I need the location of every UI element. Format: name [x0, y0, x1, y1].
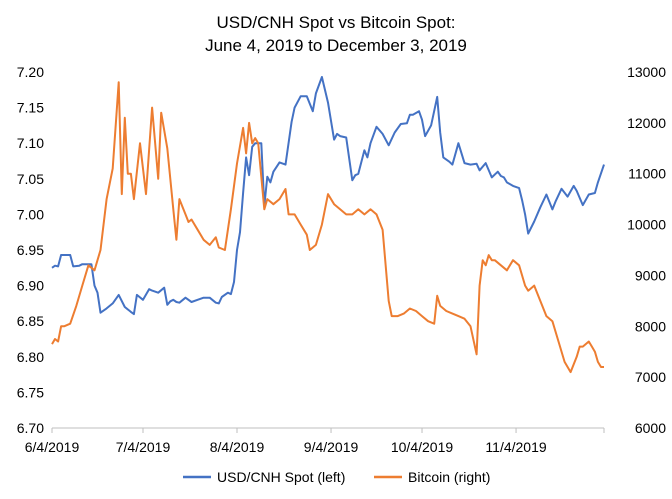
left-tick-label: 7.00 [17, 206, 44, 222]
series-lines [51, 76, 605, 374]
left-tick-label: 6.85 [17, 313, 44, 329]
x-tick-label: 8/4/2019 [210, 439, 265, 455]
series-line-usdcnh [51, 76, 605, 316]
left-tick-label: 7.20 [17, 64, 44, 80]
legend-label-bitcoin: Bitcoin (right) [408, 469, 490, 485]
left-axis: 7.20 7.15 7.10 7.05 7.00 6.95 6.90 6.85 6.80 6.75… [17, 64, 44, 436]
right-tick-label: 7000 [635, 369, 666, 385]
right-axis: 13000 12000 11000 10000 9000 8000 7000 6000 [627, 64, 666, 436]
right-tick-label: 13000 [627, 64, 666, 80]
right-tick-label: 6000 [635, 420, 666, 436]
right-tick-label: 12000 [627, 115, 666, 131]
left-tick-label: 6.90 [17, 278, 44, 294]
x-axis: 6/4/2019 7/4/2019 8/4/2019 9/4/2019 10/4/201… [25, 428, 605, 455]
series-line-bitcoin [51, 81, 604, 374]
left-tick-label: 6.75 [17, 384, 44, 400]
left-tick-label: 7.15 [17, 100, 44, 116]
left-tick-label: 7.10 [17, 135, 44, 151]
left-tick-label: 6.95 [17, 242, 44, 258]
chart-title-line-2: June 4, 2019 to December 3, 2019 [205, 36, 467, 55]
x-tick-label: 9/4/2019 [304, 439, 359, 455]
left-tick-label: 6.80 [17, 349, 44, 365]
left-tick-label: 7.05 [17, 171, 44, 187]
x-tick-label: 7/4/2019 [116, 439, 171, 455]
legend-label-usdcnh: USD/CNH Spot (left) [217, 469, 345, 485]
right-tick-label: 8000 [635, 318, 666, 334]
left-tick-label: 6.70 [17, 420, 44, 436]
chart-title-line-1: USD/CNH Spot vs Bitcoin Spot: [216, 13, 455, 32]
right-tick-label: 9000 [635, 267, 666, 283]
right-tick-label: 11000 [628, 166, 666, 182]
legend: USD/CNH Spot (left) Bitcoin (right) [183, 469, 490, 485]
x-tick-label: 10/4/2019 [391, 439, 453, 455]
x-tick-label: 6/4/2019 [25, 439, 80, 455]
right-tick-label: 10000 [627, 217, 666, 233]
x-tick-label: 11/4/2019 [485, 439, 546, 455]
